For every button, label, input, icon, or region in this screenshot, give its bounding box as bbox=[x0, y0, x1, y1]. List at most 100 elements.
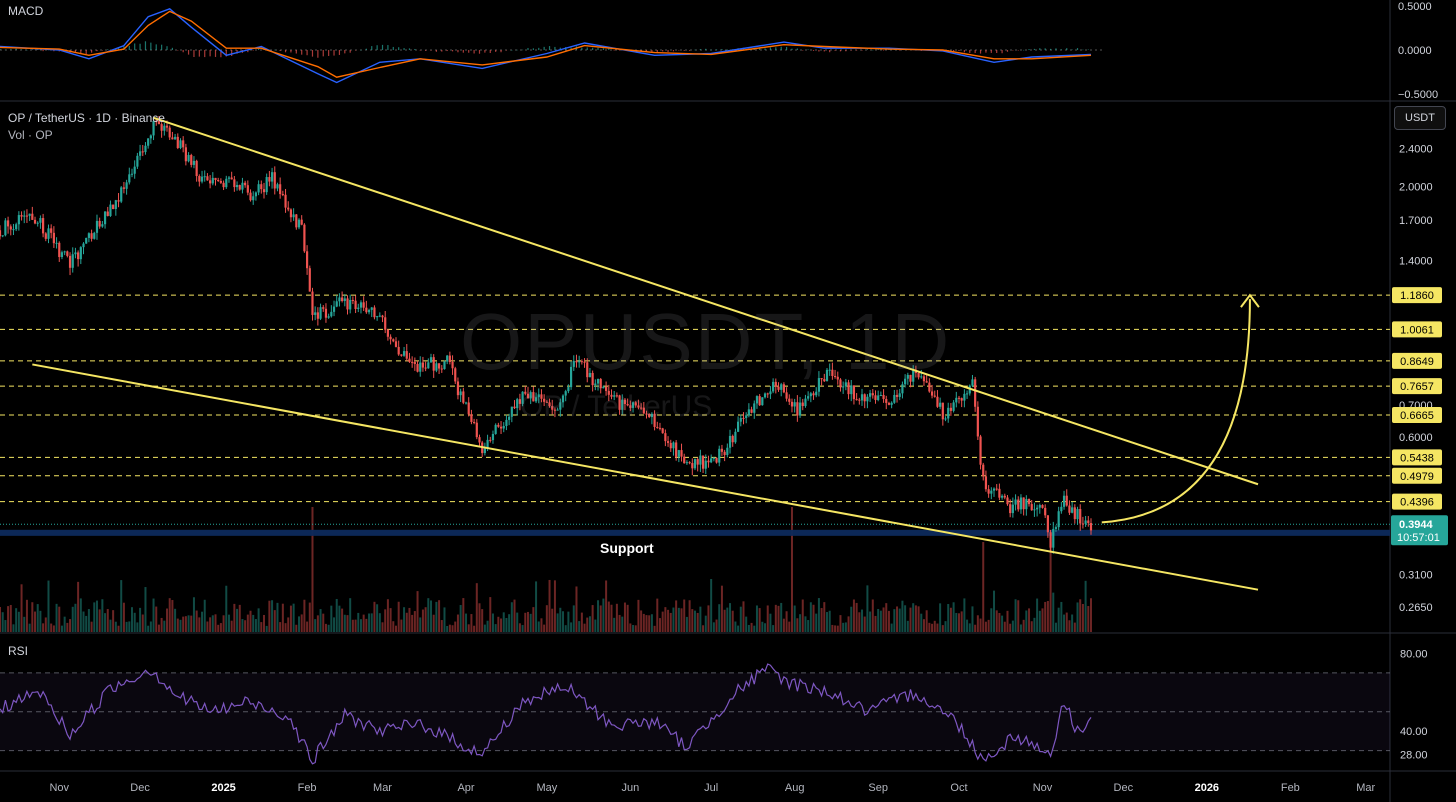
candle-body bbox=[230, 177, 233, 180]
candle-body bbox=[680, 450, 683, 457]
volume-bar bbox=[430, 600, 433, 632]
macd-histogram-bar bbox=[441, 50, 443, 52]
candle-body bbox=[812, 393, 815, 396]
candle-body bbox=[284, 194, 287, 208]
volume-indicator-title[interactable]: Vol · OP bbox=[8, 128, 53, 142]
volume-bar bbox=[403, 607, 406, 632]
rsi-line bbox=[0, 663, 1092, 765]
volume-bar bbox=[629, 623, 632, 632]
macd-histogram-bar bbox=[10, 49, 12, 50]
symbol-title[interactable]: OP / TetherUS · 1D · Binance bbox=[8, 111, 165, 125]
candle-body bbox=[987, 489, 990, 494]
candle-body bbox=[217, 179, 220, 182]
macd-histogram-bar bbox=[85, 50, 87, 55]
volume-bar bbox=[362, 614, 365, 632]
candle-body bbox=[322, 307, 325, 309]
volume-bar bbox=[683, 599, 686, 632]
candle-body bbox=[33, 219, 37, 224]
candle-body bbox=[569, 366, 573, 388]
candle-body bbox=[1041, 505, 1044, 508]
candle-body bbox=[1071, 507, 1074, 513]
macd-histogram-bar bbox=[775, 47, 777, 50]
volume-bar bbox=[928, 622, 931, 632]
candle-body bbox=[745, 415, 748, 418]
volume-bar bbox=[885, 603, 888, 632]
price-axis[interactable]: 0.5000 0.0000 −0.5000 2.4000 2.0000 1.7000 1.4… bbox=[1391, 1, 1448, 761]
macd-histogram-bar bbox=[764, 48, 766, 50]
candle-body bbox=[691, 463, 694, 469]
volume-bar bbox=[39, 610, 42, 632]
macd-histogram-bar bbox=[678, 50, 680, 51]
volume-bar bbox=[836, 625, 839, 632]
macd-histogram-bar bbox=[247, 50, 249, 53]
candle-body bbox=[101, 224, 104, 227]
volume-bar bbox=[1014, 599, 1017, 632]
candle-body bbox=[448, 355, 451, 363]
volume-bar bbox=[966, 619, 969, 632]
macd-histogram-bar bbox=[376, 45, 378, 50]
volume-bar bbox=[586, 617, 589, 632]
candle-body bbox=[742, 417, 745, 419]
candle-body bbox=[454, 368, 457, 382]
time-tick-label: Dec bbox=[1114, 782, 1134, 794]
candle-body bbox=[233, 179, 236, 188]
level-price-badge-text: 0.4979 bbox=[1400, 471, 1434, 483]
volume-bar bbox=[52, 625, 55, 632]
candle-body bbox=[63, 251, 66, 253]
candle-body bbox=[1065, 495, 1068, 506]
time-axis[interactable]: Nov Dec 2025 Feb Mar Apr May Jun Jul Aug Sep Oct Nov… bbox=[49, 782, 1375, 794]
candle-body bbox=[796, 402, 799, 416]
candle-body bbox=[1068, 505, 1071, 513]
macd-histogram-bar bbox=[608, 48, 610, 50]
candle-body bbox=[1011, 504, 1014, 514]
level-price-badge-text: 0.5438 bbox=[1400, 452, 1434, 464]
macd-pane-title: MACD bbox=[8, 4, 44, 18]
candle-body bbox=[898, 393, 901, 397]
volume-bar bbox=[408, 607, 411, 632]
volume-bar bbox=[244, 620, 247, 632]
candle-body bbox=[664, 433, 667, 442]
volume-bar bbox=[446, 625, 449, 632]
volume-bar bbox=[87, 609, 90, 632]
volume-bar bbox=[987, 619, 990, 632]
volume-bar bbox=[421, 609, 424, 632]
volume-bar bbox=[796, 618, 799, 632]
volume-bar bbox=[594, 619, 597, 632]
volume-bar bbox=[548, 579, 551, 632]
volume-bar bbox=[411, 614, 414, 632]
volume-bar bbox=[640, 610, 643, 632]
volume-bar bbox=[58, 606, 61, 632]
candle-body bbox=[343, 298, 346, 302]
volume-bar bbox=[222, 615, 225, 632]
volume-bar bbox=[893, 609, 896, 632]
volume-bar bbox=[112, 610, 115, 632]
volume-bar bbox=[227, 614, 230, 632]
macd-histogram-bar bbox=[1060, 49, 1062, 50]
macd-histogram-bar bbox=[699, 49, 701, 50]
candle-body bbox=[446, 355, 449, 362]
volume-bar bbox=[933, 620, 936, 632]
volume-bar bbox=[882, 607, 885, 632]
volume-bar bbox=[152, 598, 155, 632]
time-tick-label: May bbox=[536, 782, 557, 794]
volume-bar bbox=[761, 621, 764, 632]
volume-bar bbox=[335, 598, 338, 632]
volume-bar bbox=[1046, 601, 1049, 632]
candle-body bbox=[672, 442, 675, 449]
volume-bar bbox=[77, 581, 80, 632]
currency-unit-button[interactable]: USDT bbox=[1394, 106, 1446, 130]
candle-body bbox=[494, 424, 497, 434]
volume-bar bbox=[831, 624, 834, 632]
candle-body bbox=[666, 441, 670, 443]
candle-body bbox=[85, 237, 88, 244]
volume-bar bbox=[925, 610, 928, 632]
candle-body bbox=[408, 358, 411, 362]
candle-body bbox=[475, 422, 478, 438]
volume-bar bbox=[1041, 608, 1044, 632]
candle-body bbox=[429, 357, 433, 363]
candle-body bbox=[1036, 507, 1039, 510]
candle-body bbox=[209, 180, 212, 184]
volume-bar bbox=[1071, 614, 1074, 632]
candle-body bbox=[241, 182, 244, 190]
candle-body bbox=[626, 404, 629, 406]
